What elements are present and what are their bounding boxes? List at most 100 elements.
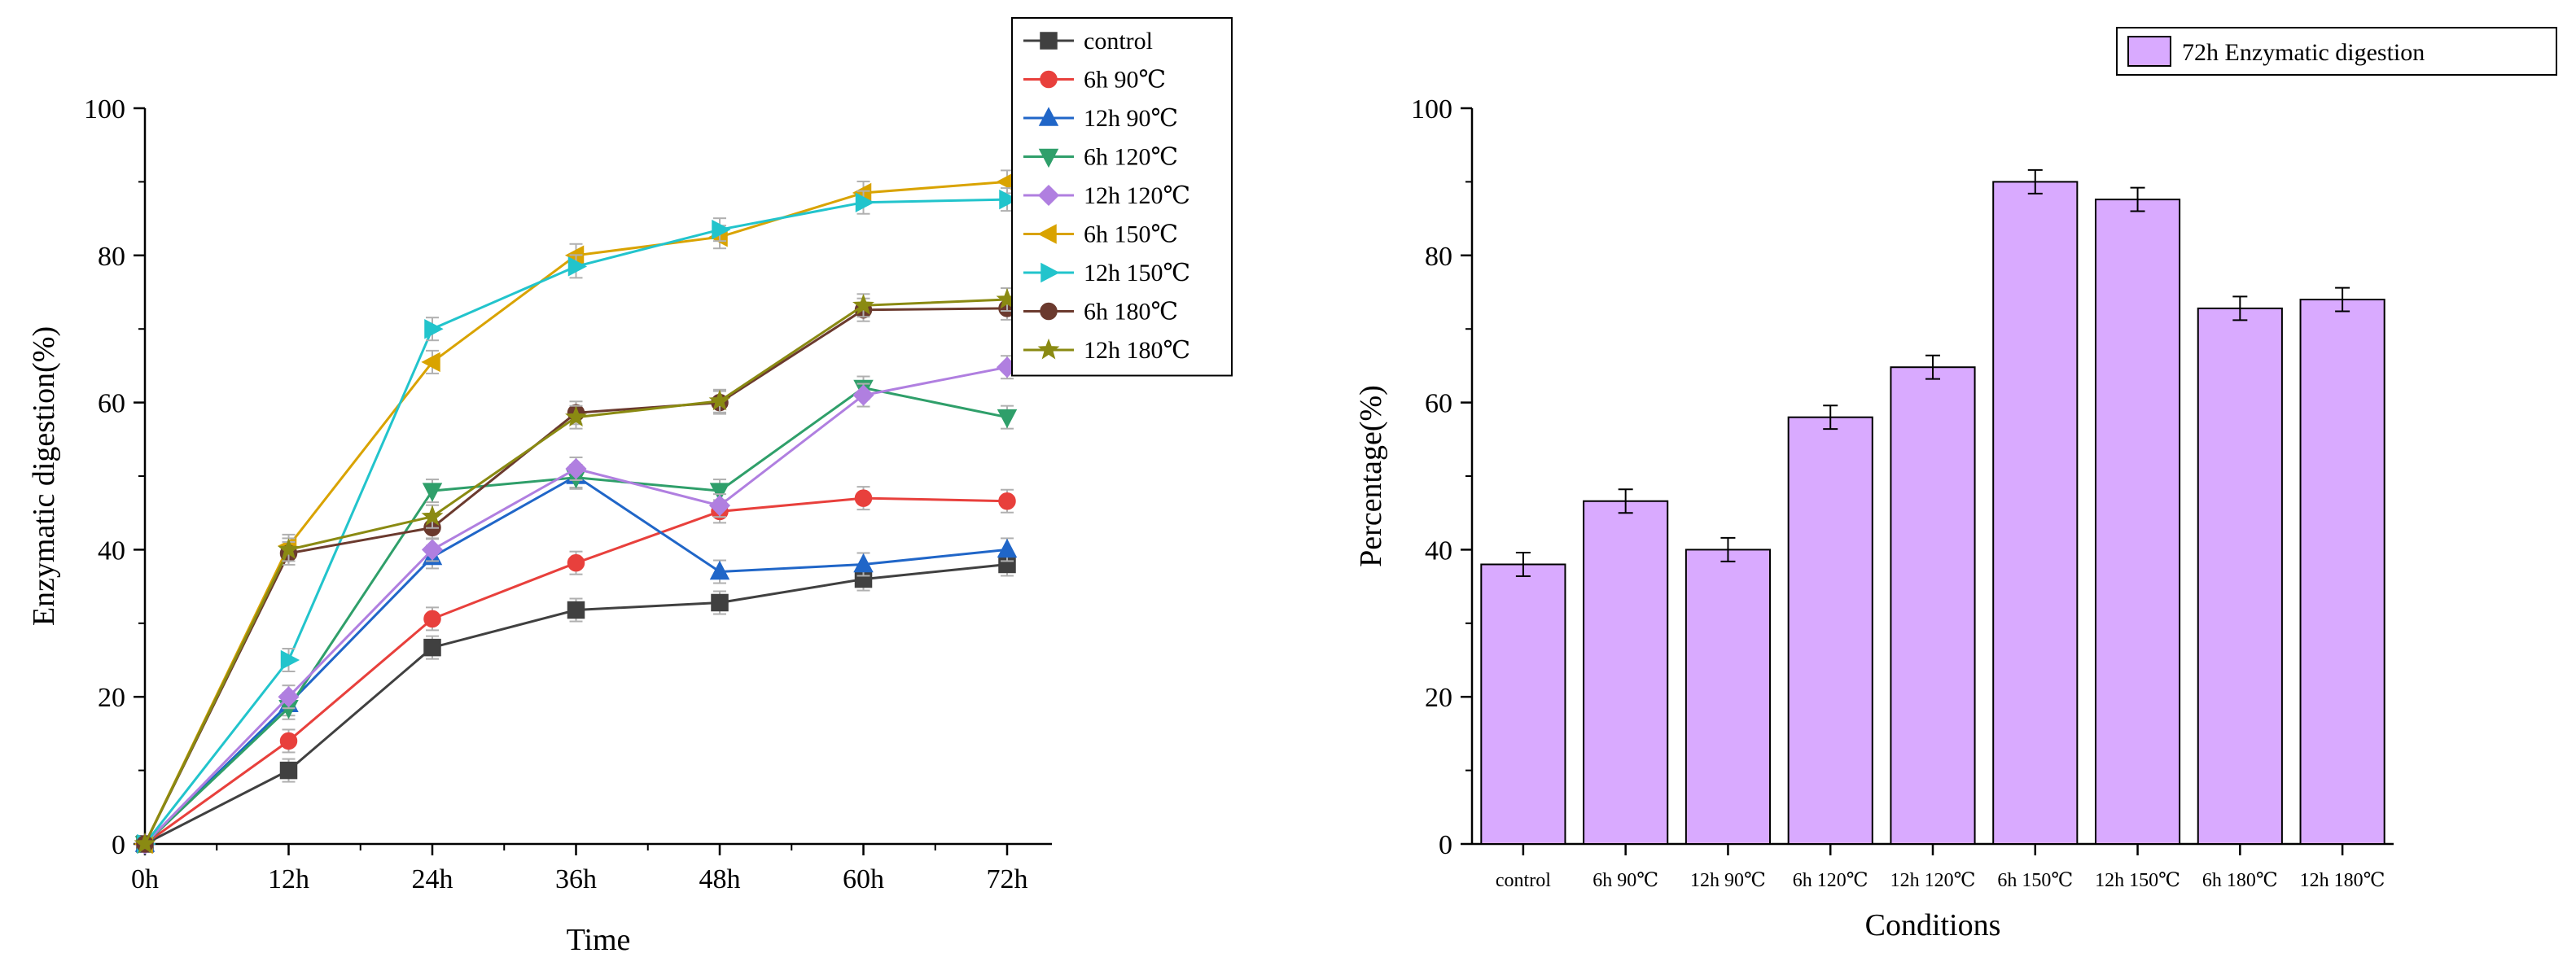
- data-point-12h-120c: [708, 495, 731, 517]
- bar-chart-y-tick-label: 0: [1439, 830, 1452, 860]
- line-chart-y-tick-label: 0: [112, 830, 125, 860]
- bar-chart-x-tick-label: 6h 150℃: [1997, 870, 2073, 891]
- legend-item-12h-180c: 12h 180℃: [1023, 337, 1190, 364]
- bar-6h-90c: [1583, 500, 1669, 846]
- legend-marker: [1040, 32, 1058, 50]
- legend-marker: [1040, 302, 1058, 321]
- data-point-control: [423, 638, 441, 657]
- line-chart-x-tick-label: 12h: [268, 864, 309, 894]
- series-control: [136, 552, 1016, 853]
- legend-marker: [1037, 224, 1057, 244]
- data-point-12h-120c: [565, 457, 587, 480]
- data-point-6h-90c: [279, 732, 298, 750]
- line-chart-x-tick-label: 0h: [131, 864, 159, 894]
- bar-chart-y-axis-title: Percentage(%): [1354, 385, 1388, 567]
- legend-item-control: control: [1023, 28, 1153, 55]
- data-point-12h-180c: [852, 294, 874, 315]
- legend-marker: [1040, 262, 1060, 283]
- bar-6h-150c: [1992, 181, 2079, 845]
- data-point-12h-180c: [421, 505, 444, 527]
- legend-item-12h-90c: 12h 90℃: [1023, 105, 1178, 132]
- line-chart-y-tick-label: 20: [98, 683, 125, 713]
- legend-marker: [1037, 338, 1060, 360]
- data-point-12h-120c: [852, 384, 874, 406]
- legend-label: 6h 150℃: [1084, 221, 1178, 248]
- bar-chart-y-tick-label: 40: [1425, 536, 1452, 566]
- data-point-control: [711, 593, 729, 612]
- data-point-12h-120c: [421, 539, 444, 561]
- data-point-12h-180c: [278, 538, 300, 559]
- data-point-6h-90c: [854, 489, 873, 507]
- bar-12h-90c: [1684, 549, 1772, 846]
- bar-chart-x-tick-label: 6h 120℃: [1793, 870, 1868, 891]
- legend-label: 6h 120℃: [1084, 144, 1178, 171]
- bar-chart-tick-labels: 0 20 40 60 80 100 control 6h 90℃ 12h 90℃ 6h 120℃ 1…: [1411, 94, 2385, 891]
- bar-chart: 0 20 40 60 80 100 control 6h 90℃ 12h 90℃ 6h 120℃ 1…: [1354, 27, 2557, 942]
- data-point-12h-90c: [853, 553, 874, 573]
- legend-label: 12h 180℃: [1084, 337, 1190, 364]
- legend-swatch: [2127, 36, 2171, 67]
- data-point-12h-150c: [567, 256, 588, 277]
- data-point-12h-150c: [855, 192, 875, 212]
- bar-6h-120c: [1787, 416, 1873, 845]
- legend-item-6h-180c: 6h 180℃: [1023, 299, 1178, 326]
- legend-label: 72h Enzymatic digestion: [2182, 39, 2425, 66]
- legend-label: 6h 90℃: [1084, 67, 1166, 94]
- data-point-6h-150c: [421, 352, 440, 373]
- data-point-12h-150c: [712, 219, 731, 240]
- data-point-6h-120c: [709, 483, 730, 502]
- bar-chart-y-tick-label: 100: [1411, 94, 1452, 125]
- bar-12h-120c: [1890, 366, 1976, 845]
- data-point-6h-90c: [567, 553, 585, 572]
- line-chart: 0 20 40 60 80 100 0h 12h 24h 36h 48h 60h 72h Time En…: [27, 17, 1233, 957]
- legend-item-6h-120c: 6h 120℃: [1023, 144, 1178, 171]
- line-chart-y-tick-label: 80: [98, 242, 125, 272]
- legend-item-12h-150c: 12h 150℃: [1023, 260, 1190, 286]
- legend-label: control: [1084, 28, 1153, 55]
- line-chart-series: [134, 169, 1019, 855]
- data-point-12h-180c: [134, 832, 156, 854]
- bar-12h-180c: [2299, 299, 2385, 846]
- bar-chart-y-tick-label: 60: [1425, 389, 1452, 419]
- line-chart-x-tick-label: 24h: [412, 864, 453, 894]
- bar-chart-x-axis-title: Conditions: [1865, 908, 2001, 942]
- legend-item-6h-150c: 6h 150℃: [1023, 221, 1178, 248]
- data-point-12h-150c: [280, 649, 300, 671]
- legend-item-6h-90c: 6h 90℃: [1023, 67, 1166, 94]
- line-chart-x-tick-label: 36h: [555, 864, 597, 894]
- line-chart-x-tick-label: 72h: [987, 864, 1028, 894]
- bar-chart-x-tick-label: 12h 150℃: [2095, 870, 2180, 891]
- data-point-12h-150c: [999, 189, 1019, 210]
- legend-marker: [1038, 148, 1059, 168]
- line-chart-y-tick-label: 60: [98, 389, 125, 419]
- bar-chart-legend-box: [2116, 27, 2557, 76]
- bar-chart-x-tick-label: 12h 90℃: [1690, 870, 1766, 891]
- bar-control: [1480, 563, 1566, 845]
- line-chart-y-tick-label: 40: [98, 536, 125, 566]
- data-point-12h-180c: [565, 405, 587, 427]
- data-point-12h-90c: [997, 538, 1018, 558]
- bar-chart-x-tick-label: 6h 180℃: [2202, 870, 2278, 891]
- series-12h-90c: [134, 464, 1018, 852]
- line-chart-legend: control 6h 90℃ 12h 90℃ 6h 120℃ 12h 120℃ 6h 15…: [1011, 17, 1233, 377]
- bar-chart-x-tick-label: 6h 90℃: [1592, 870, 1658, 891]
- bar-chart-legend: 72h Enzymatic digestion: [2116, 27, 2557, 76]
- data-point-6h-90c: [998, 492, 1016, 510]
- series-line-12h-150c: [143, 198, 1008, 845]
- bar-chart-x-tick-label: control: [1496, 870, 1551, 891]
- data-point-control: [279, 761, 298, 780]
- data-point-6h-120c: [997, 409, 1018, 429]
- legend-label: 6h 180℃: [1084, 299, 1178, 326]
- line-chart-axes: [134, 107, 1052, 855]
- data-point-12h-150c: [424, 318, 444, 339]
- data-point-12h-120c: [278, 686, 300, 708]
- line-chart-y-axis-title: Enzymatic digestion(%): [27, 326, 61, 626]
- line-chart-x-axis-title: Time: [567, 923, 631, 957]
- data-point-6h-120c: [422, 483, 443, 502]
- line-chart-tick-labels: 0 20 40 60 80 100 0h 12h 24h 36h 48h 60h 72h: [84, 94, 1028, 894]
- bar-chart-y-tick-label: 80: [1425, 242, 1452, 272]
- data-point-control: [567, 601, 585, 619]
- bar-12h-150c: [2094, 199, 2181, 845]
- series-6h-90c: [136, 486, 1016, 853]
